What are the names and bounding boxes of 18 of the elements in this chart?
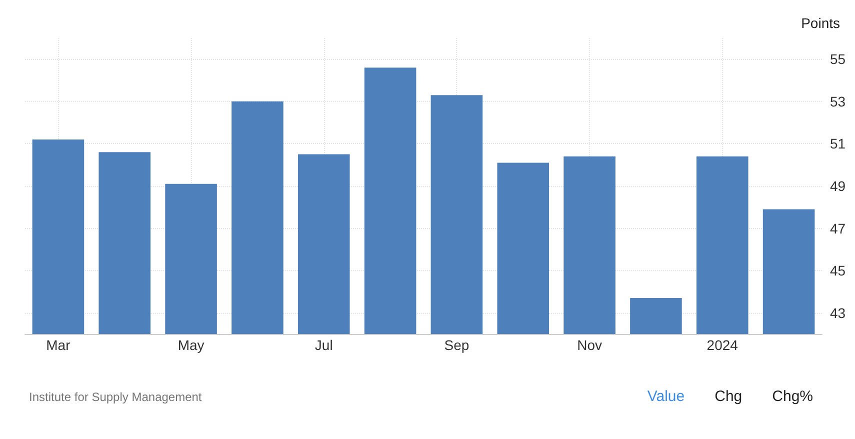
x-tick-label: Jul: [314, 337, 333, 353]
x-tick-label: Nov: [577, 337, 602, 353]
y-tick-label: 49: [830, 178, 846, 194]
y-tick-label: 43: [830, 304, 846, 321]
x-tick-label: May: [178, 337, 204, 353]
y-tick-label: 45: [830, 262, 846, 279]
x-tick-label: 2024: [706, 337, 738, 353]
x-tick-label: Sep: [444, 337, 470, 353]
y-tick-label: 55: [830, 51, 846, 68]
text: Institute for Supply Management: [29, 390, 203, 404]
text: Value: [647, 388, 685, 405]
y-tick-label: 51: [830, 136, 846, 152]
y-axis-title: Points: [801, 15, 840, 31]
text: Chg: [714, 388, 742, 405]
text: Chg%: [772, 388, 813, 405]
y-tick-label: 47: [830, 220, 846, 236]
x-tick-label: Mar: [46, 337, 71, 353]
y-tick-label: 53: [830, 93, 846, 110]
